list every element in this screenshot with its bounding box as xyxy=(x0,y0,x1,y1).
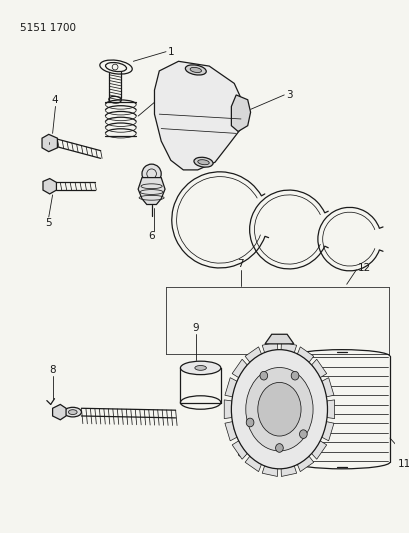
Polygon shape xyxy=(281,466,296,477)
Ellipse shape xyxy=(193,157,213,167)
Polygon shape xyxy=(231,441,247,459)
Polygon shape xyxy=(231,359,247,378)
Ellipse shape xyxy=(180,361,220,375)
Polygon shape xyxy=(262,342,277,352)
Polygon shape xyxy=(52,405,66,420)
Polygon shape xyxy=(264,334,293,344)
Polygon shape xyxy=(297,456,313,472)
Polygon shape xyxy=(321,422,333,441)
Polygon shape xyxy=(326,400,334,418)
Polygon shape xyxy=(311,441,326,459)
Text: 11: 11 xyxy=(397,459,409,469)
Text: 1: 1 xyxy=(168,47,174,56)
Text: 5: 5 xyxy=(45,218,52,228)
Polygon shape xyxy=(245,456,261,472)
Polygon shape xyxy=(311,359,326,378)
Ellipse shape xyxy=(290,372,298,380)
Ellipse shape xyxy=(259,372,267,380)
Polygon shape xyxy=(262,466,277,477)
Ellipse shape xyxy=(234,425,247,432)
Text: 2: 2 xyxy=(171,84,177,94)
Text: 5151 1700: 5151 1700 xyxy=(20,22,76,33)
Polygon shape xyxy=(224,400,231,418)
Polygon shape xyxy=(297,347,313,362)
Text: 9: 9 xyxy=(191,322,198,333)
Polygon shape xyxy=(43,179,56,194)
Polygon shape xyxy=(231,95,250,132)
Ellipse shape xyxy=(299,430,306,439)
Polygon shape xyxy=(245,347,261,362)
Ellipse shape xyxy=(231,350,327,469)
Text: 8: 8 xyxy=(49,365,55,375)
Ellipse shape xyxy=(275,443,283,453)
Ellipse shape xyxy=(245,368,312,451)
Polygon shape xyxy=(225,422,236,441)
Text: 4: 4 xyxy=(52,95,58,105)
Ellipse shape xyxy=(197,160,209,165)
Ellipse shape xyxy=(68,410,77,415)
Ellipse shape xyxy=(246,418,253,427)
Polygon shape xyxy=(42,134,57,152)
Polygon shape xyxy=(154,61,243,170)
Circle shape xyxy=(142,164,161,183)
Text: 7: 7 xyxy=(236,259,243,269)
Polygon shape xyxy=(321,378,333,397)
Polygon shape xyxy=(281,342,296,352)
Polygon shape xyxy=(138,177,165,205)
Ellipse shape xyxy=(190,67,201,72)
Ellipse shape xyxy=(185,65,206,75)
Polygon shape xyxy=(225,378,236,397)
Ellipse shape xyxy=(64,407,81,417)
Ellipse shape xyxy=(257,382,300,436)
Text: 6: 6 xyxy=(147,231,154,241)
Text: 12: 12 xyxy=(357,263,371,273)
Text: 10: 10 xyxy=(261,394,274,403)
Ellipse shape xyxy=(194,366,206,370)
Text: 3: 3 xyxy=(285,90,292,100)
